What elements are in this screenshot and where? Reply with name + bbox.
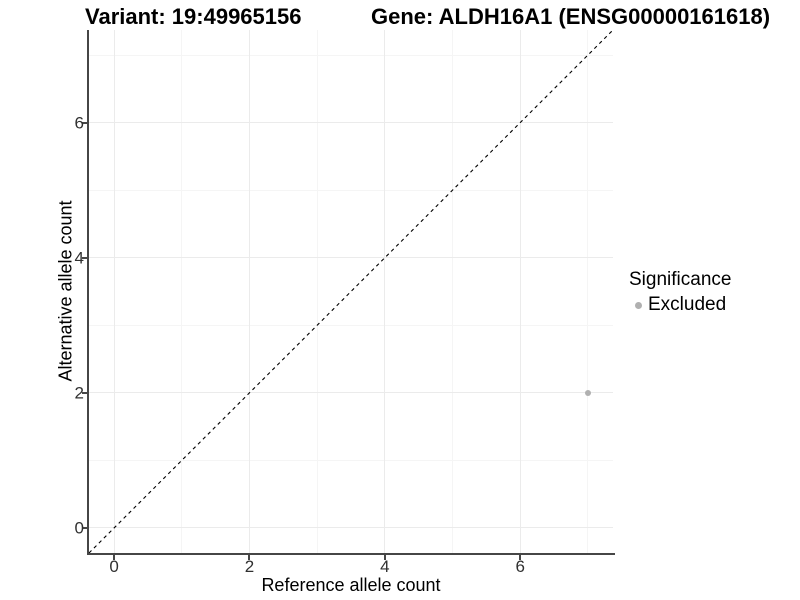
x-tick-label: 4 [380,557,390,576]
legend-item: Excluded [629,294,731,316]
y-minor-gridline [89,324,613,326]
identity-line-icon [89,30,613,553]
x-axis-line [87,553,615,555]
legend-point-icon [635,301,642,309]
y-tick-mark [82,121,87,124]
y-minor-gridline [89,54,613,56]
plot-panel [89,30,613,553]
y-tick-mark [82,526,87,529]
legend-item-label: Excluded [648,294,727,315]
y-tick-mark [82,391,87,394]
y-major-gridline [89,257,613,259]
y-tick-mark [82,256,87,259]
y-tick-label: 2 [74,383,84,403]
x-tick-mark [248,555,251,560]
x-tick-mark [519,555,522,560]
x-major-gridline [248,30,250,553]
y-major-gridline [89,392,613,394]
x-tick-mark [383,555,386,560]
x-major-gridline [113,30,115,553]
y-major-gridline [89,527,613,529]
x-tick-label: 2 [244,557,255,576]
data-point [584,389,591,396]
x-tick-label: 6 [515,557,525,576]
y-tick-label: 0 [74,518,84,538]
y-axis-line [87,30,89,555]
y-minor-gridline [89,189,613,191]
x-tick-mark [113,555,116,560]
gene-title: Gene: ALDH16A1 (ENSG00000161618) [371,4,771,29]
legend-title: Significance [629,269,732,290]
y-minor-gridline [89,459,613,461]
x-major-gridline [384,30,386,553]
y-major-gridline [89,122,613,124]
x-minor-gridline [452,30,454,553]
y-tick-label: 4 [74,248,84,268]
x-minor-gridline [181,30,183,553]
x-axis-title: Reference allele count [261,575,441,595]
x-minor-gridline [316,30,318,553]
y-tick-label: 6 [74,113,84,133]
legend: Significance Excluded [629,269,731,316]
y-axis-title: Alternative allele count [55,200,76,382]
x-major-gridline [519,30,521,553]
x-tick-label: 0 [109,557,119,576]
x-minor-gridline [587,30,589,553]
variant-title: Variant: 19:49965156 [85,4,302,29]
